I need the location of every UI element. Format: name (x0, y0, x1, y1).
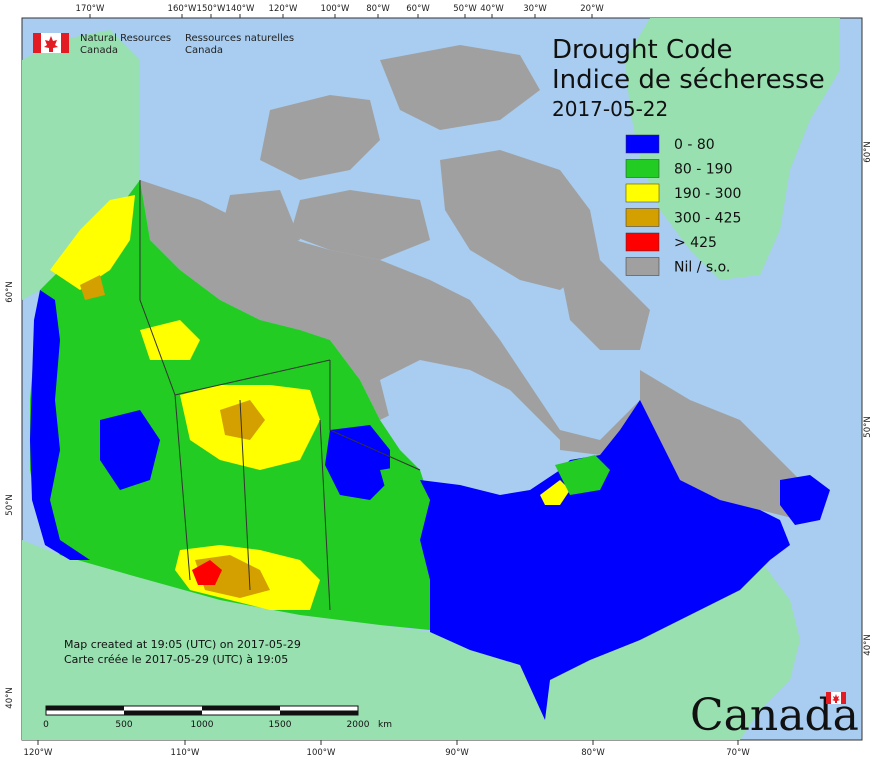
legend-label: > 425 (674, 235, 717, 251)
left-tick-label: 50°N (5, 494, 15, 515)
usa-land (22, 540, 800, 740)
green-patch-ontario (380, 465, 415, 505)
legend-swatch (625, 232, 660, 252)
flag-left-bar (33, 33, 41, 53)
legend-label: 0 - 80 (674, 137, 715, 153)
bottom-tick-label: 80°W (581, 748, 605, 758)
top-tick-label: 20°W (580, 4, 604, 14)
map-graphics (22, 18, 840, 740)
legend-label: 300 - 425 (674, 211, 741, 227)
legend: 0 - 80 80 - 190 190 - 300 300 - 425 > 425 Nil… (625, 134, 741, 276)
yellow-patch-yukon (50, 195, 135, 290)
creation-note-en: Map created at 19:05 (UTC) on 2017-05-29 (64, 638, 301, 651)
map-title-en: Drought Code (552, 35, 733, 65)
org-en-line2: Canada (80, 45, 118, 56)
legend-swatch (625, 183, 660, 203)
org-fr-line2: Canada (185, 45, 223, 56)
left-tick-label: 60°N (5, 281, 15, 302)
top-tick-label: 140°W (226, 4, 255, 14)
province-borders (139, 180, 421, 611)
top-tick-label: 170°W (76, 4, 105, 14)
scale-bar-seg-4 (280, 710, 358, 715)
scale-bar-label: 0 (43, 720, 49, 730)
scale-bar: 0 500 1000 1500 2000 km (43, 705, 392, 730)
left-latitude-ticks: 60°N 50°N 40°N (5, 281, 15, 708)
creation-note-fr: Carte créée le 2017-05-29 (UTC) à 19:05 (64, 653, 288, 666)
scale-bar-seg-1 (46, 706, 124, 711)
top-tick-label: 50°W (453, 4, 477, 14)
left-tick-label: 40°N (5, 687, 15, 708)
legend-label: Nil / s.o. (674, 260, 730, 276)
greenland-land (625, 18, 840, 280)
legend-swatch (625, 134, 660, 154)
bottom-tick-label: 110°W (171, 748, 200, 758)
alaska-land (22, 30, 140, 300)
canada-wordmark: Canada (690, 690, 859, 741)
bottom-tick-label: 70°W (726, 748, 750, 758)
top-tick-label: 120°W (269, 4, 298, 14)
top-tick-label: 40°W (480, 4, 504, 14)
map-title-fr: Indice de sécheresse (552, 65, 825, 95)
right-tick-label: 60°N (863, 141, 873, 162)
scale-bar-label: 500 (115, 720, 132, 730)
blue-patch-manitoba (325, 425, 390, 500)
hudson-bay (380, 360, 560, 495)
green-patch-quebec (555, 455, 610, 495)
wordmark-flag-right (841, 692, 846, 704)
legend-label: 190 - 300 (674, 186, 741, 202)
yellow-patch-quebec (540, 480, 570, 505)
red-patch-prairies (192, 560, 222, 585)
bottom-tick-label: 100°W (307, 748, 336, 758)
bottom-tick-label: 120°W (24, 748, 53, 758)
legend-swatch (625, 159, 660, 178)
maple-leaf-icon (44, 36, 58, 52)
legend-label: 80 - 190 (674, 162, 733, 178)
blue-patch-bc-coast (30, 290, 90, 560)
org-en-line1: Natural Resources (80, 33, 171, 44)
flag-right-bar (61, 33, 69, 53)
wordmark-maple-icon (832, 694, 840, 703)
orange-patch-nwt (220, 400, 265, 440)
scale-bar-seg-3 (202, 706, 280, 711)
top-longitude-ticks: 170°W 160°W 150°W 140°W 120°W 100°W 80°W 60°W 50… (76, 4, 604, 18)
right-tick-label: 50°N (863, 416, 873, 437)
orange-patch-yukon (80, 275, 105, 300)
top-tick-label: 60°W (406, 4, 430, 14)
right-tick-label: 40°N (863, 634, 873, 655)
arctic-islands (220, 45, 650, 350)
right-latitude-ticks: 60°N 50°N 40°N (863, 141, 873, 655)
top-tick-label: 150°W (197, 4, 226, 14)
scale-bar-seg-2 (124, 710, 202, 715)
blue-patch-bc-interior (100, 410, 160, 490)
legend-swatch (625, 257, 660, 276)
top-tick-label: 160°W (168, 4, 197, 14)
map-date: 2017-05-22 (552, 97, 668, 121)
legend-swatch (625, 208, 660, 227)
scale-bar-label: 1000 (191, 720, 214, 730)
nrcan-signature: Natural Resources Canada Ressources natu… (33, 33, 294, 56)
top-tick-label: 80°W (366, 4, 390, 14)
newfoundland (780, 475, 830, 525)
eastern-blue-region (420, 400, 790, 720)
yellow-patch-bc-north (140, 320, 200, 360)
bottom-tick-label: 90°W (445, 748, 469, 758)
bottom-longitude-ticks: 120°W 110°W 100°W 90°W 80°W 70°W (24, 740, 750, 758)
scale-bar-label: 2000 (347, 720, 370, 730)
scale-bar-unit: km (378, 720, 392, 730)
wordmark-flag-left (826, 692, 831, 704)
org-fr-line1: Ressources naturelles (185, 33, 294, 44)
top-tick-label: 100°W (321, 4, 350, 14)
scale-bar-label: 1500 (269, 720, 292, 730)
top-tick-label: 30°W (523, 4, 547, 14)
